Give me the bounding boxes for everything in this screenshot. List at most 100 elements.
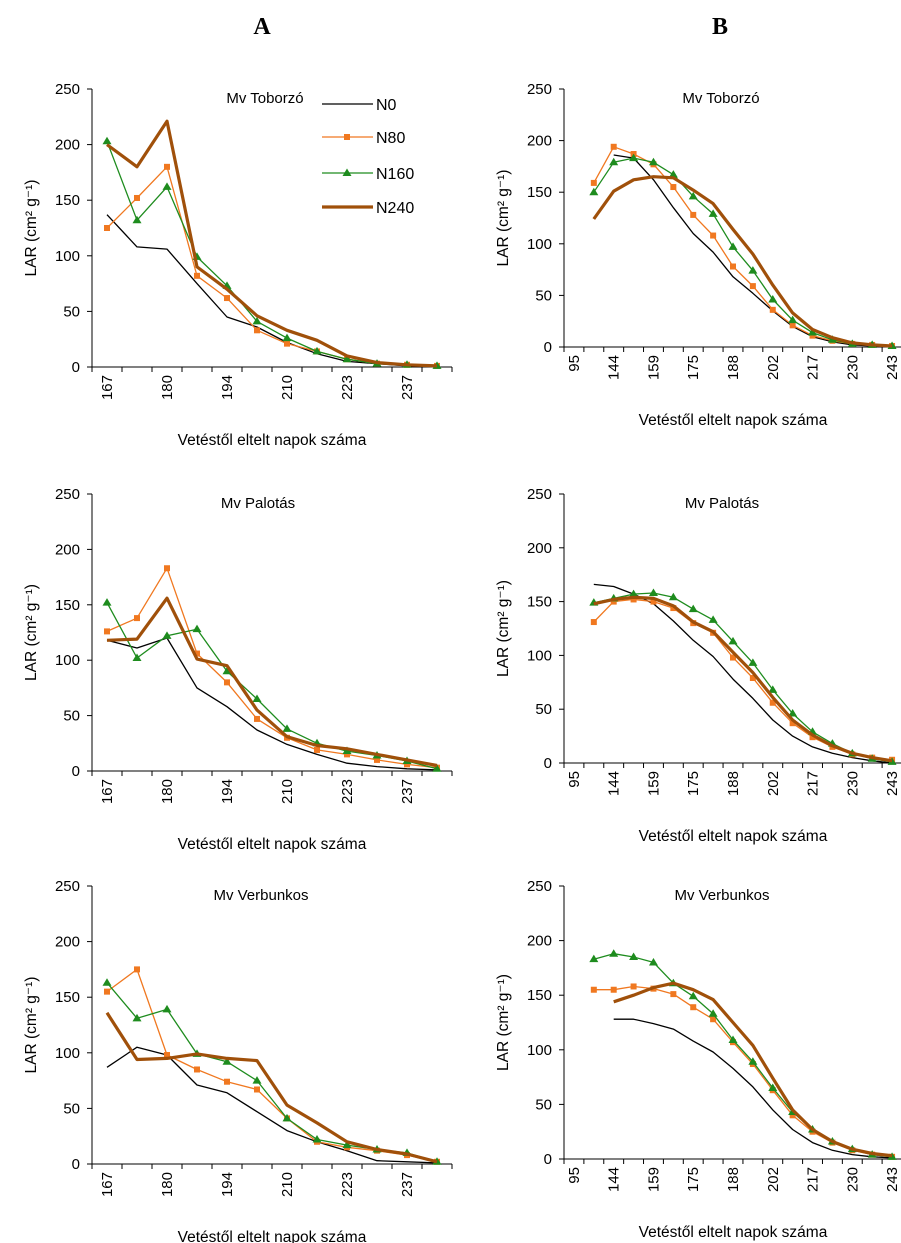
data-point-n160 (342, 1140, 352, 1149)
data-point-n160 (629, 153, 639, 162)
data-point-n160 (748, 1057, 758, 1065)
data-point-n160 (788, 709, 798, 717)
y-tick-label: 150 (527, 594, 552, 611)
data-point-n80 (104, 628, 110, 635)
data-point-n80 (374, 756, 380, 763)
y-tick-label: 100 (527, 236, 552, 253)
data-point-n80 (710, 232, 717, 239)
y-tick-label: 100 (55, 1045, 80, 1062)
data-point-n160 (708, 615, 718, 623)
data-point-n160 (222, 666, 232, 675)
y-tick-label: 100 (55, 652, 80, 669)
y-tick-label: 100 (527, 1042, 552, 1059)
data-point-n160 (132, 653, 142, 661)
data-point-n80 (610, 143, 617, 150)
data-point-n80 (224, 295, 230, 302)
x-tick-label: 175 (685, 771, 702, 796)
series-line-n240 (106, 119, 438, 368)
data-point-n80 (590, 986, 597, 993)
x-tick-label: 194 (219, 375, 236, 400)
y-tick-label: 100 (527, 647, 552, 664)
legend-label-n0: N0 (376, 97, 397, 114)
y-tick-label: 100 (55, 248, 80, 265)
data-point-n160 (629, 589, 639, 598)
data-point-n80 (749, 674, 756, 681)
data-point-n80 (789, 720, 796, 727)
data-point-n80 (630, 596, 637, 603)
y-tick-label: 200 (55, 137, 80, 154)
data-point-n80 (224, 679, 230, 686)
x-axis-label: Vetéstől eltelt napok száma (178, 836, 367, 853)
data-point-n160 (192, 624, 202, 633)
x-axis-label: Vetéstől eltelt napok száma (639, 412, 828, 429)
series-line-n80 (106, 166, 438, 367)
data-point-n160 (748, 266, 758, 274)
y-tick-label: 0 (544, 755, 552, 772)
panel-title: Mv Palotás (221, 495, 295, 512)
data-point-n80 (610, 598, 617, 605)
series-line-n0 (106, 637, 438, 771)
x-tick-label: 237 (399, 779, 416, 804)
x-tick-label: 167 (99, 375, 116, 400)
y-tick-label: 50 (63, 708, 80, 725)
data-point-n80 (730, 263, 736, 270)
data-point-n80 (164, 163, 170, 170)
x-tick-label: 210 (279, 779, 296, 804)
x-tick-label: 202 (765, 355, 782, 380)
x-axis-label: Vetéstől eltelt napok száma (178, 1229, 367, 1243)
series-line-n240 (592, 175, 893, 348)
y-tick-label: 0 (544, 339, 552, 356)
x-tick-label: 230 (844, 355, 861, 380)
x-tick-label: 175 (685, 355, 702, 380)
data-point-n160 (132, 1013, 142, 1022)
data-point-n160 (282, 1113, 292, 1122)
y-tick-label: 250 (527, 81, 552, 98)
x-axis-label: Vetéstől eltelt napok száma (639, 828, 828, 845)
x-tick-label: 159 (645, 1167, 662, 1192)
x-tick-label: 194 (219, 779, 236, 804)
series-line-n160 (593, 953, 893, 1158)
data-point-n80 (650, 598, 657, 605)
x-tick-label: 210 (279, 1172, 296, 1197)
data-point-n80 (254, 715, 260, 722)
x-axis-label: Vetéstől eltelt napok száma (178, 432, 367, 449)
data-point-n80 (749, 283, 756, 290)
data-point-n160 (132, 215, 142, 224)
x-tick-label: 95 (566, 771, 583, 788)
x-tick-label: 194 (219, 1172, 236, 1197)
y-tick-label: 150 (527, 184, 552, 201)
data-point-n160 (252, 316, 262, 325)
data-point-n80 (254, 1086, 260, 1093)
x-tick-label: 217 (805, 771, 822, 796)
panel-title: Mv Toborzó (682, 90, 759, 107)
x-tick-label: 237 (399, 375, 416, 400)
data-point-n160 (728, 1035, 738, 1043)
panel-title: Mv Verbunkos (674, 887, 769, 904)
chart-panel-3: 0 50 100 150 200 250 167 180 194 210 223 237 Mv Palo… (23, 486, 453, 853)
x-tick-label: 202 (765, 771, 782, 796)
x-tick-label: 230 (844, 771, 861, 796)
y-tick-label: 0 (72, 359, 80, 376)
series-line-n0 (613, 154, 893, 348)
data-point-n160 (788, 315, 798, 324)
data-point-n160 (648, 957, 658, 966)
data-point-n160 (668, 592, 678, 601)
data-point-n160 (162, 182, 172, 190)
data-point-n80 (789, 1112, 796, 1119)
data-point-n80 (254, 327, 260, 334)
series-line-n240 (593, 595, 893, 763)
data-point-n160 (162, 1004, 172, 1013)
series-line-n0 (106, 1046, 438, 1164)
x-tick-label: 167 (99, 779, 116, 804)
data-point-n80 (104, 225, 110, 231)
x-tick-label: 188 (725, 1167, 742, 1192)
data-point-n160 (629, 952, 639, 960)
data-point-n80 (590, 619, 597, 626)
x-tick-label: 223 (339, 779, 356, 804)
series-line-n0 (593, 583, 893, 764)
legend-marker-n160 (342, 168, 352, 176)
data-point-n80 (104, 988, 110, 995)
column-label-b: B (712, 14, 728, 40)
x-axis-label: Vetéstől eltelt napok száma (639, 1224, 828, 1241)
